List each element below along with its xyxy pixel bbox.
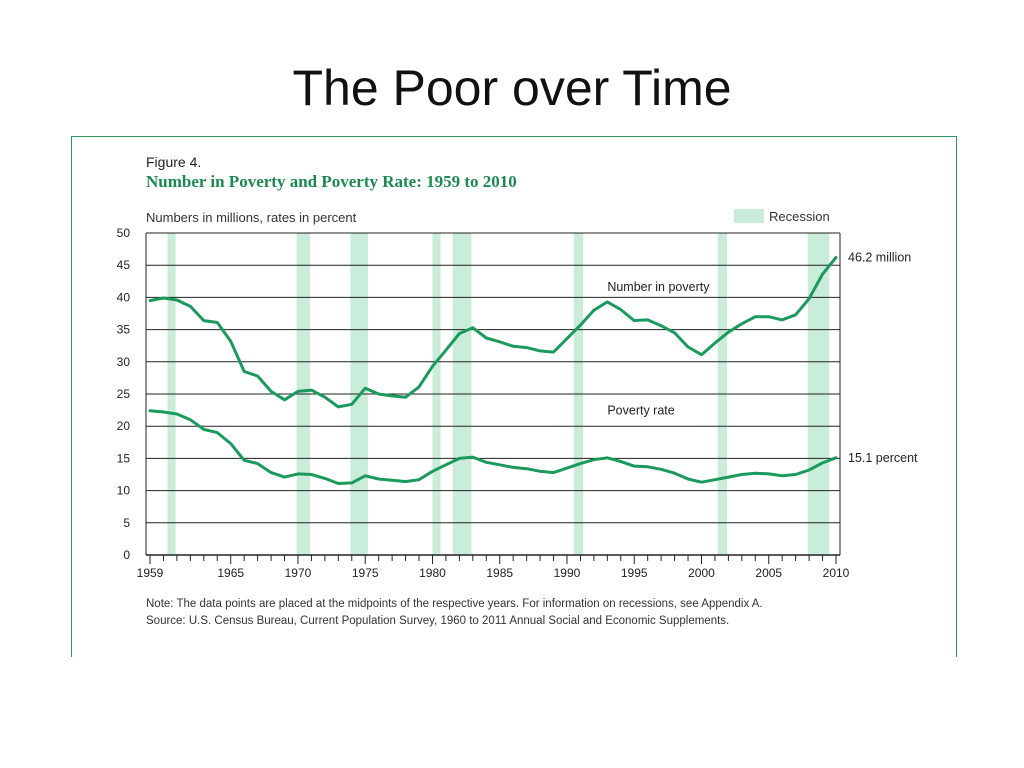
y-tick-label: 50 [117,226,131,240]
recession-legend: Recession [734,209,830,224]
y-tick-label: 30 [117,355,131,369]
y-tick-label: 0 [123,548,130,562]
series-line [148,256,838,409]
x-tick-label: 1975 [352,566,379,580]
y-tick-label: 15 [117,451,131,465]
figure-panel: Figure 4. Number in Poverty and Poverty … [71,136,957,657]
y-tick-label: 45 [117,258,131,272]
series-labels: 46.2 million Number in poverty 15.1 percen… [607,250,918,464]
y-tick-label: 35 [117,323,131,337]
y-tick-label: 25 [117,387,131,401]
y-tick-label: 5 [123,516,130,530]
y-tick-label: 20 [117,419,131,433]
note-text: Note: The data points are placed at the … [146,598,763,610]
x-tick-label: 1980 [419,566,446,580]
recession-swatch [734,209,764,223]
series-end-label: 46.2 million [848,250,911,264]
series-end-label: 15.1 percent [848,451,918,465]
x-tick-label: 2000 [688,566,715,580]
y-axis-units-label: Numbers in millions, rates in percent [146,210,357,225]
x-tick-label: 2010 [823,566,850,580]
series-line [148,409,838,485]
x-tick-label: 1985 [486,566,513,580]
series-name-label: Number in poverty [607,280,710,294]
y-tick-labels: 0 5 10 15 20 25 30 35 40 45 50 [117,226,131,562]
x-tick-label: 2005 [755,566,782,580]
figure-title: Number in Poverty and Poverty Rate: 1959… [146,172,517,191]
gridlines [145,232,841,556]
figure-label: Figure 4. [146,154,202,170]
x-tick-label: 1965 [217,566,244,580]
y-tick-label: 40 [117,290,131,304]
slide-title: The Poor over Time [292,60,732,116]
figure-notes: Note: The data points are placed at the … [146,596,763,630]
x-tick-label: 1995 [621,566,648,580]
x-tick-label: 1990 [554,566,581,580]
poverty-chart: 0 5 10 15 20 25 30 35 40 45 50 1959 1965 1970 1975 198… [117,226,918,580]
series-lines [148,256,838,485]
y-tick-label: 10 [117,484,131,498]
x-ticks: 1959 1965 1970 1975 1980 1985 1990 1995 2000 2005… [137,555,850,580]
series-name-label: Poverty rate [607,404,674,418]
x-tick-label: 1959 [137,566,164,580]
x-tick-label: 1970 [285,566,312,580]
source-text: Source: U.S. Census Bureau, Current Popu… [146,615,730,627]
recession-legend-label: Recession [769,209,830,224]
